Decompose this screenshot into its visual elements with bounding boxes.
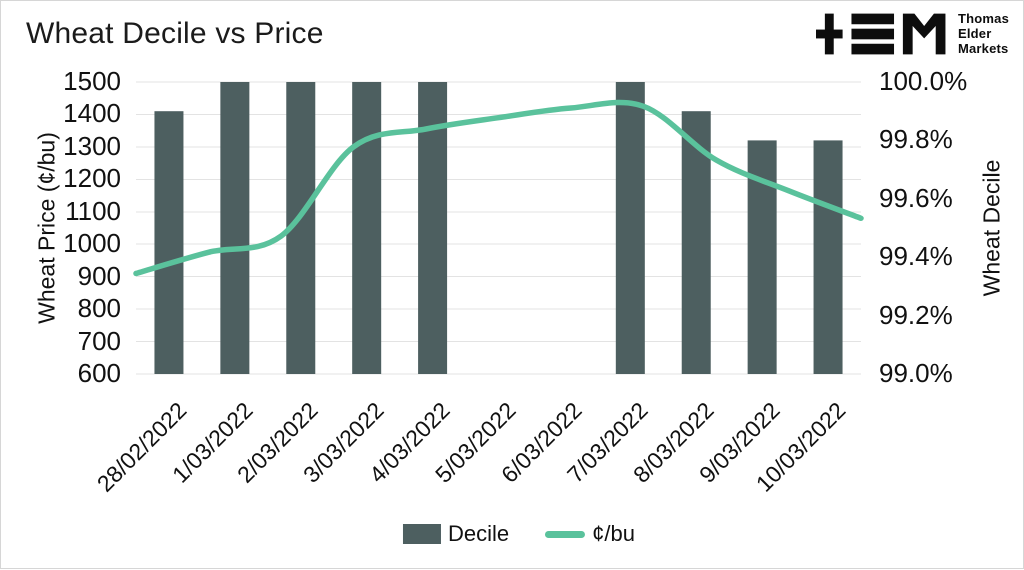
legend: Decile ¢/bu [402,521,635,547]
decile-bar [615,82,645,374]
legend-price-label: ¢/bu [592,521,635,546]
right-tick-label: 99.0% [879,358,953,388]
left-tick-label: 600 [77,358,121,388]
right-tick-label: 100.0% [879,66,968,96]
legend-price-swatch [545,530,586,538]
tem-logo: Thomas Elder Markets [815,11,1009,56]
right-tick-label: 99.4% [879,241,953,272]
left-tick-label: 1400 [63,98,121,129]
price-line [133,99,864,277]
legend-decile-swatch [402,524,441,544]
logo-bars-icon [851,13,894,24]
left-tick-label: 1500 [63,66,121,96]
tem-logo-icon [815,13,946,54]
left-tick-label: 1300 [63,130,121,161]
logo-m-icon [902,13,946,54]
left-tick-label: 1100 [65,195,121,226]
right-tick-label: 99.6% [879,182,953,213]
legend-decile-label: Decile [447,521,510,546]
left-tick-label: 1200 [63,163,121,194]
chart-title: Wheat Decile vs Price [26,17,324,50]
tem-logo-text: Thomas Elder Markets [957,11,1009,56]
decile-bar [220,82,250,374]
left-tick-label: 700 [77,325,121,356]
decile-bar [154,111,184,374]
right-tick-label: 99.2% [879,299,953,330]
decile-bar [813,140,843,374]
decile-bar [352,82,382,374]
right-axis-title: Wheat Decile [978,159,1005,297]
left-tick-label: 1000 [63,228,121,259]
left-tick-label: 800 [77,293,121,324]
left-tick-label: 900 [77,260,121,291]
right-tick-label: 99.8% [879,124,953,155]
